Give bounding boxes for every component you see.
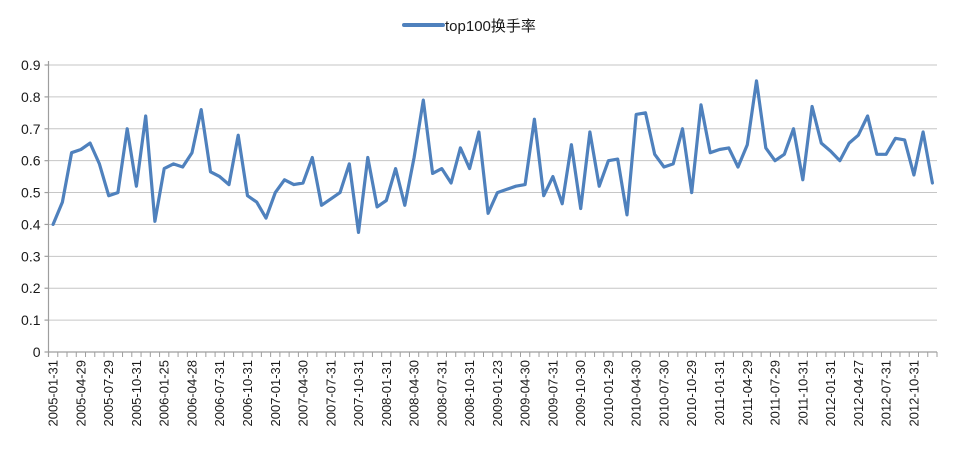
x-tick-label: 2007-04-30 [296, 360, 311, 427]
axes [47, 61, 937, 357]
x-tick-label: 2005-01-31 [46, 360, 61, 427]
x-tick-label: 2007-07-31 [323, 360, 338, 427]
x-tick-label: 2008-04-30 [407, 360, 422, 427]
y-tick-label: 0.7 [21, 121, 41, 137]
x-tick-label: 2008-07-31 [434, 360, 449, 427]
turnover-rate-line [51, 79, 935, 234]
y-tick-label: 0.3 [21, 248, 41, 264]
y-tick-label: 0.8 [21, 89, 41, 105]
y-tick-label: 0.1 [21, 312, 41, 328]
x-tick-label: 2007-10-31 [351, 360, 366, 427]
x-tick-label: 2011-04-29 [740, 360, 755, 426]
gridlines [48, 64, 937, 321]
x-tick-label: 2006-04-28 [184, 360, 199, 427]
x-tick-label: 2010-10-29 [684, 360, 699, 427]
y-axis-ticks [44, 64, 49, 353]
y-tick-label: 0.2 [21, 280, 41, 296]
x-tick-label: 2008-01-31 [379, 360, 394, 427]
x-tick-label: 2010-01-29 [601, 360, 616, 427]
y-tick-label: 0.9 [21, 57, 41, 73]
x-tick-label: 2011-01-31 [712, 360, 727, 426]
x-tick-label: 2009-04-30 [518, 360, 533, 427]
x-tick-label: 2007-01-31 [268, 360, 283, 427]
x-tick-label: 2006-07-31 [212, 360, 227, 427]
y-tick-label: 0.6 [21, 153, 41, 169]
x-tick-label: 2010-07-30 [656, 360, 671, 427]
x-tick-label: 2011-10-31 [795, 360, 810, 426]
x-axis-labels: 2005-01-31 2005-04-29 2005-07-29 2005-10-31… [46, 360, 922, 427]
x-tick-label: 2010-04-30 [629, 360, 644, 427]
legend-label: top100换手率 [445, 18, 536, 35]
x-tick-label: 2009-07-31 [545, 360, 560, 427]
x-tick-label: 2009-10-30 [573, 360, 588, 427]
x-tick-label: 2008-10-31 [462, 360, 477, 427]
data-series [51, 79, 935, 234]
y-axis-labels: 0 0.1 0.2 0.3 0.4 0.5 0.6 0.7 0.8 0.9 [21, 57, 41, 360]
x-tick-label: 2012-04-27 [851, 360, 866, 427]
x-tick-label: 2012-10-31 [906, 360, 921, 427]
x-axis-ticks [48, 352, 938, 357]
y-tick-label: 0 [33, 344, 41, 360]
x-tick-label: 2005-04-29 [73, 360, 88, 427]
x-tick-label: 2006-10-31 [240, 360, 255, 427]
x-tick-label: 2009-01-23 [490, 360, 505, 427]
y-tick-label: 0.4 [21, 216, 41, 232]
y-tick-label: 0.5 [21, 185, 41, 201]
x-tick-label: 2006-01-25 [157, 360, 172, 427]
x-tick-label: 2011-07-29 [768, 360, 783, 426]
x-tick-label: 2012-01-31 [823, 360, 838, 427]
x-tick-label: 2005-10-31 [129, 360, 144, 427]
x-tick-label: 2012-07-31 [879, 360, 894, 427]
legend: top100换手率 [402, 18, 536, 35]
x-tick-label: 2005-07-29 [101, 360, 116, 427]
